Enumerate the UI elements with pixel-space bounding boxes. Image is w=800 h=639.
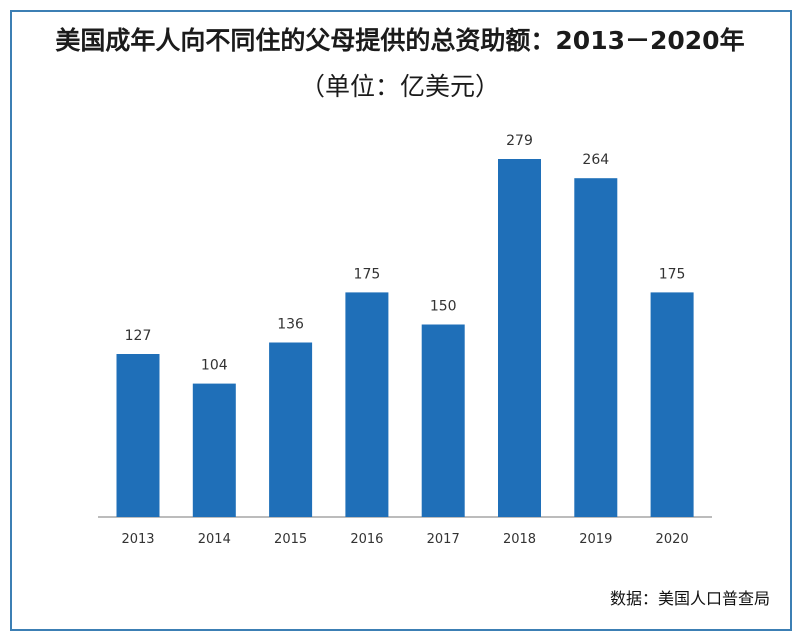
source-note: 数据：美国人口普查局 [609, 589, 770, 608]
bar-2017 [421, 324, 465, 517]
x-tick-label-2018: 2018 [503, 532, 536, 547]
x-tick-label-2020: 2020 [656, 532, 689, 547]
bar-2020 [650, 292, 694, 517]
bar-2014 [192, 383, 236, 517]
data-label-2019: 264 [582, 152, 609, 168]
bar-2018 [498, 159, 541, 517]
chart-subtitle: （单位：亿美元） [299, 72, 500, 101]
data-label-2016: 175 [354, 266, 381, 282]
data-label-2020: 175 [659, 266, 686, 282]
x-tick-label-2017: 2017 [427, 532, 460, 547]
data-label-2015: 136 [277, 317, 304, 333]
bar-2016 [345, 292, 389, 517]
x-tick-label-2014: 2014 [198, 532, 231, 547]
data-label-2018: 279 [506, 133, 533, 149]
chart-title: 美国成年人向不同住的父母提供的总资助额：2013－2020年 [55, 26, 745, 55]
bar-2015 [269, 342, 313, 517]
bar-2019 [574, 178, 618, 517]
data-label-2013: 127 [125, 328, 152, 344]
bar-2013 [116, 354, 160, 517]
x-tick-label-2015: 2015 [274, 532, 307, 547]
data-label-2017: 150 [430, 299, 457, 315]
x-tick-label-2013: 2013 [121, 532, 154, 547]
data-label-2014: 104 [201, 358, 228, 374]
x-tick-label-2016: 2016 [350, 532, 383, 547]
x-tick-label-2019: 2019 [579, 532, 612, 547]
